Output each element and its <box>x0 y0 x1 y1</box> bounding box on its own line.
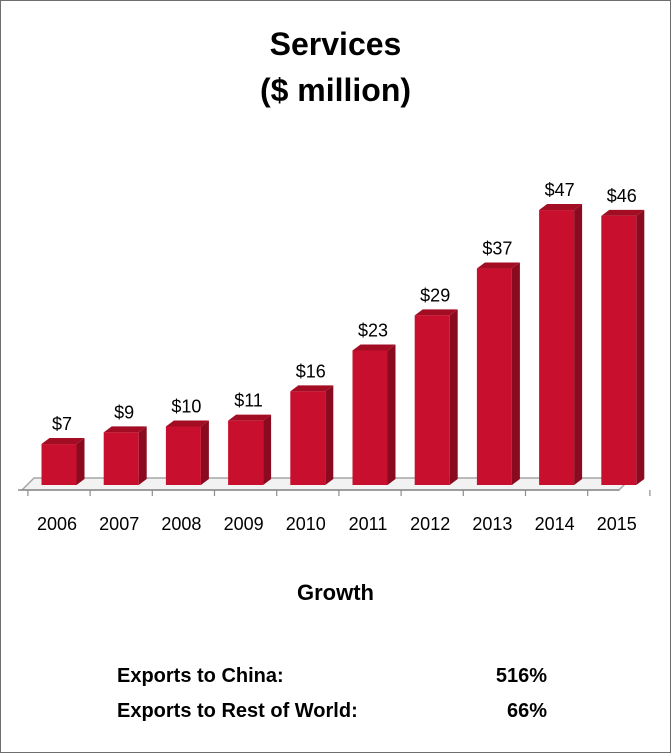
bar-top <box>41 438 85 445</box>
bar-side <box>387 344 396 485</box>
growth-title: Growth <box>297 580 374 605</box>
growth-row-label: Exports to Rest of World: <box>117 700 358 722</box>
bar-side <box>200 420 209 485</box>
data-label: $29 <box>420 285 450 305</box>
growth-row-value: 516% <box>495 665 547 687</box>
bar-side <box>574 204 583 486</box>
bar <box>539 210 575 486</box>
chart-title: Services <box>269 26 402 62</box>
bar-top <box>228 414 272 421</box>
bar-top <box>414 309 458 316</box>
bar-side <box>449 309 458 485</box>
bar-chart: $7 2006 $9 2007 $10 2008 $11 2009 $16 2010 $23 2011… <box>18 180 651 534</box>
bar-top <box>601 209 645 216</box>
data-label: $46 <box>607 186 637 206</box>
bar-top <box>103 426 147 433</box>
x-tick-label: 2008 <box>161 514 201 534</box>
bar-side <box>263 414 272 485</box>
x-tick-label: 2012 <box>410 514 450 534</box>
bar-side <box>325 385 334 485</box>
x-tick-label: 2014 <box>535 514 575 534</box>
bar <box>476 268 512 485</box>
bar-side <box>636 209 645 485</box>
chart-subtitle: ($ million) <box>259 72 412 108</box>
bar <box>103 432 139 485</box>
bar-top <box>352 344 396 351</box>
data-label: $37 <box>482 239 512 259</box>
x-tick-label: 2009 <box>224 514 264 534</box>
data-label: $11 <box>234 391 263 411</box>
x-tick-label: 2011 <box>349 514 388 534</box>
x-tick-label: 2010 <box>286 514 326 534</box>
data-label: $23 <box>358 320 388 340</box>
x-tick-label: 2015 <box>597 514 637 534</box>
x-tick-label: 2006 <box>37 514 77 534</box>
bar <box>414 315 450 485</box>
growth-row-label: Exports to China: <box>117 665 284 687</box>
bar-top <box>290 385 334 392</box>
bar <box>41 444 77 485</box>
bar <box>290 391 326 485</box>
bar <box>228 420 264 485</box>
data-label: $16 <box>296 361 326 381</box>
data-label: $10 <box>171 397 201 417</box>
data-label: $9 <box>114 402 134 422</box>
bar <box>165 426 201 485</box>
bar-side <box>511 262 520 485</box>
bar <box>601 215 637 485</box>
x-tick-label: 2013 <box>472 514 512 534</box>
data-label: $47 <box>545 180 575 200</box>
bar-side <box>138 426 147 485</box>
bar <box>352 350 388 485</box>
data-label: $7 <box>52 414 72 434</box>
bar-top <box>476 262 520 269</box>
x-tick-label: 2007 <box>99 514 139 534</box>
growth-row-value: 66% <box>506 700 547 722</box>
bar-side <box>76 438 85 485</box>
bar-top <box>165 420 209 427</box>
bar-top <box>539 204 583 211</box>
